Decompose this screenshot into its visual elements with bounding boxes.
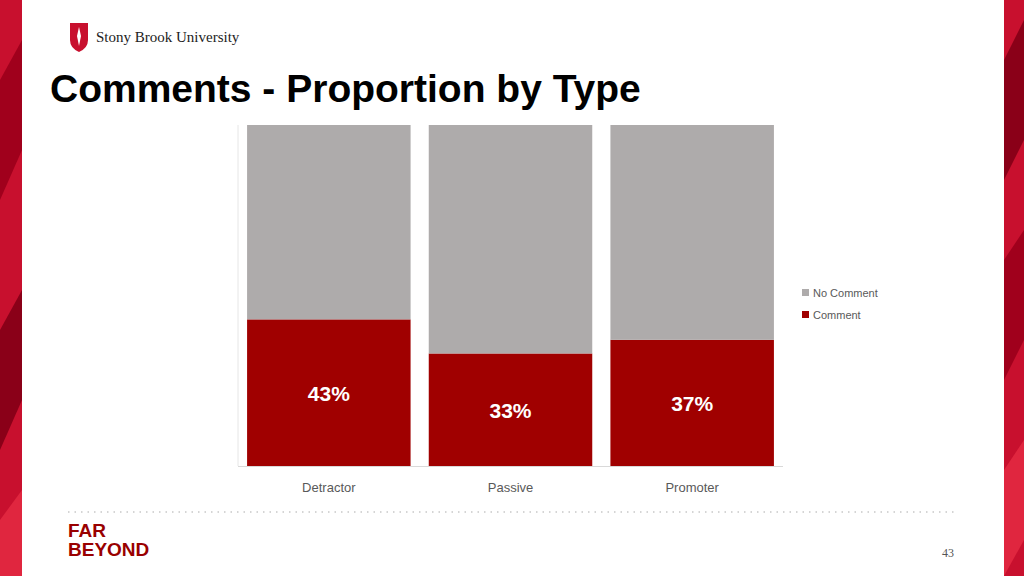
footer-brand: FAR xyxy=(68,520,106,541)
right-stripe-shade xyxy=(1004,230,1024,380)
bar-segment xyxy=(610,125,774,340)
left-stripe-shade xyxy=(0,40,22,200)
right-stripe xyxy=(1004,0,1024,576)
bar-segment xyxy=(429,353,593,466)
data-labels: 43% 33% 37% xyxy=(308,382,714,422)
bars xyxy=(247,125,774,466)
data-label: 37% xyxy=(671,392,713,415)
logo: Stony Brook University xyxy=(70,23,240,52)
slide-canvas: Stony Brook University Comments - Proport… xyxy=(0,0,1024,576)
legend-swatch xyxy=(802,289,809,296)
logo-torch xyxy=(77,27,81,46)
slide: Stony Brook University Comments - Proport… xyxy=(0,0,1024,576)
logo-shield xyxy=(70,23,88,52)
value-axis-line xyxy=(238,125,239,466)
left-stripe-shade xyxy=(0,490,22,576)
legend-swatch xyxy=(802,311,809,318)
chart-title: Comments - Proportion by Type xyxy=(50,67,641,110)
edge-decoration xyxy=(0,0,1024,576)
right-stripe-shade xyxy=(1004,20,1024,180)
data-label: 43% xyxy=(308,382,350,405)
logo-text: Stony Brook University xyxy=(96,29,240,45)
bar-segment xyxy=(247,319,410,466)
bar-segment xyxy=(429,125,593,353)
legend-label: No Comment xyxy=(813,287,878,299)
left-stripe xyxy=(0,0,22,576)
background xyxy=(0,0,1024,576)
right-stripe-shade xyxy=(1004,440,1024,576)
left-stripe-shade xyxy=(0,290,22,450)
legend-label: Comment xyxy=(813,309,861,321)
legend: No Comment Comment xyxy=(802,287,878,321)
page-number: 43 xyxy=(942,546,954,560)
data-label: 33% xyxy=(489,399,531,422)
category-label: Promoter xyxy=(665,480,719,495)
category-axis-line xyxy=(238,466,783,467)
bar-segment xyxy=(610,340,774,466)
footer-rule xyxy=(68,511,955,513)
footer-brand: BEYOND xyxy=(68,539,149,560)
category-label: Passive xyxy=(488,480,534,495)
category-label: Detractor xyxy=(302,480,356,495)
bar-segment xyxy=(247,125,410,319)
